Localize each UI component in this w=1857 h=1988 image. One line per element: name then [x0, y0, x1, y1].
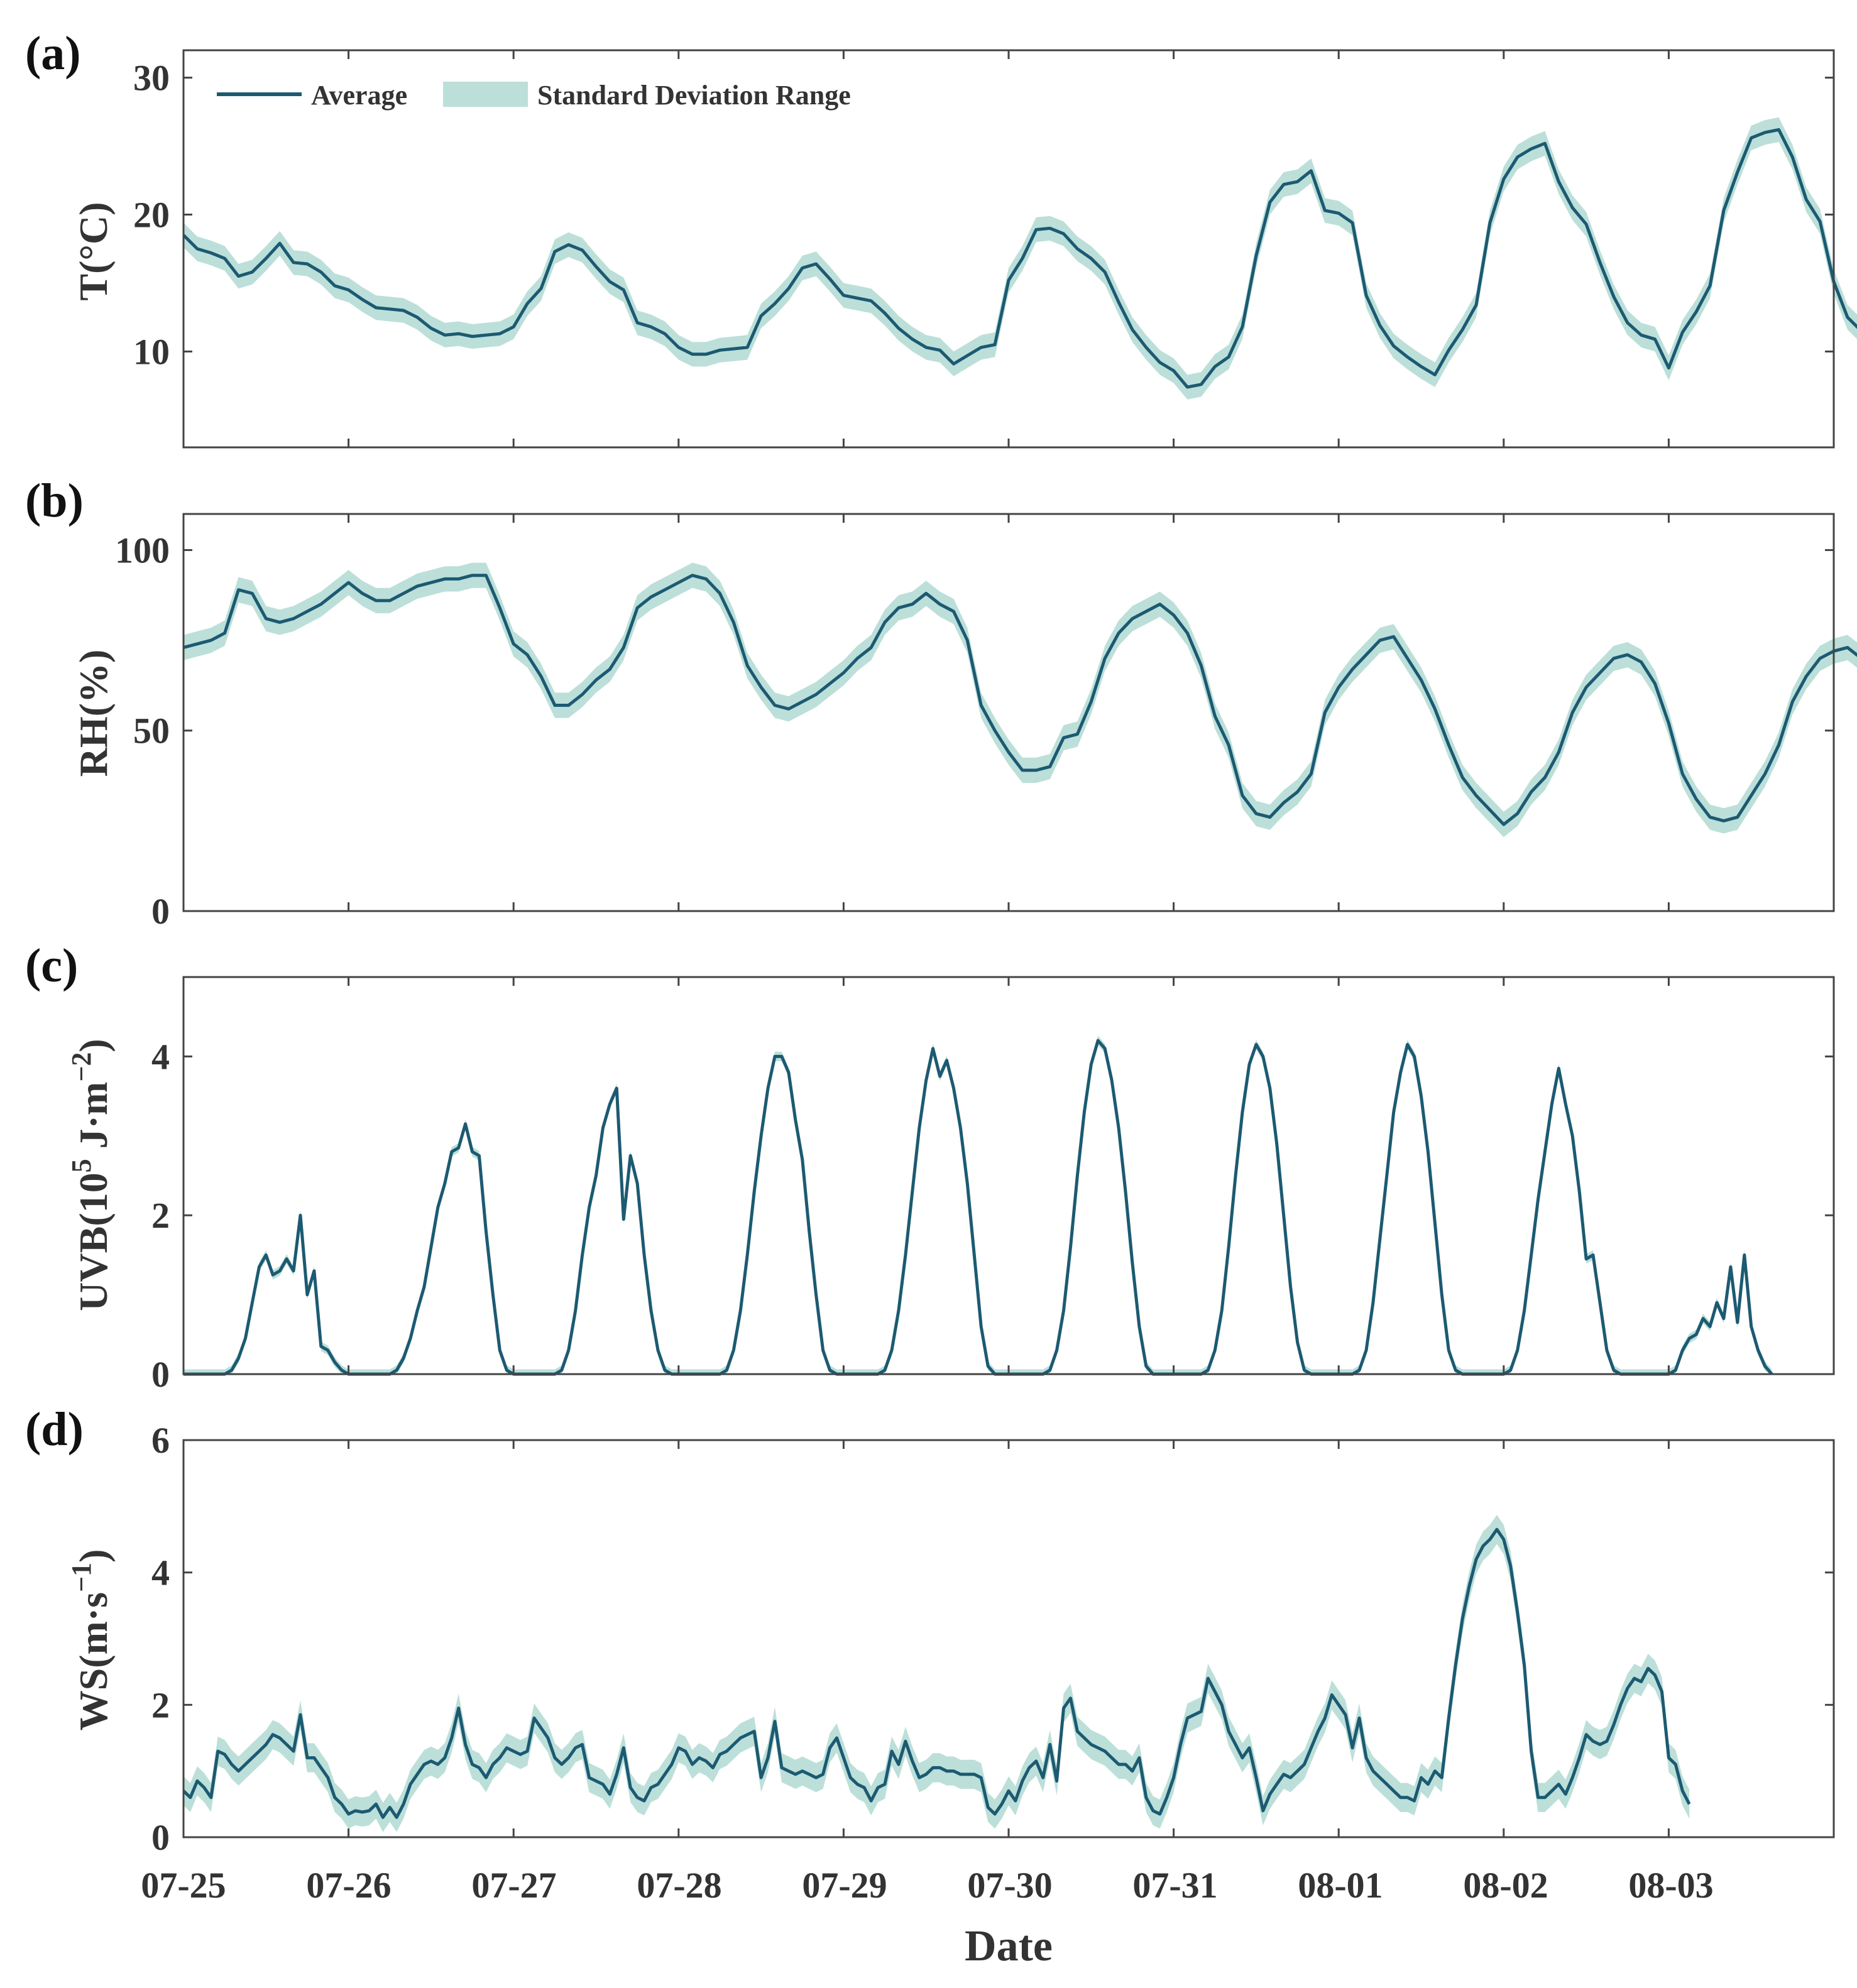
axes-frame — [182, 976, 1835, 1375]
x-tick-label: 08-01 — [1298, 1865, 1383, 1906]
panel-d: 0 2 4 6 — [151, 1420, 1835, 1858]
x-tick-label: 08-02 — [1463, 1865, 1548, 1906]
y-tick-label: 6 — [151, 1420, 170, 1461]
panel-label-b: (b) — [25, 474, 84, 527]
y-tick-label: 0 — [151, 1354, 170, 1395]
y-tick-label: 0 — [151, 1817, 170, 1858]
sd-band — [184, 117, 1857, 400]
legend: Average Standard Deviation Range — [217, 80, 851, 111]
sd-band — [184, 562, 1857, 838]
y-axis-label-temperature: T(°C) — [71, 202, 116, 300]
x-tick-label: 07-29 — [802, 1865, 887, 1906]
x-tick-label: 08-03 — [1628, 1865, 1713, 1906]
sd-band — [184, 1035, 1772, 1374]
average-series-line — [184, 1039, 1773, 1376]
legend-average-label: Average — [311, 80, 407, 111]
y-tick-label: 0 — [151, 891, 170, 932]
y-tick-label: 50 — [133, 711, 170, 751]
y-tick-label: 2 — [151, 1685, 170, 1725]
x-axis-label: Date — [965, 1922, 1053, 1970]
average-series-line — [183, 574, 1857, 826]
panel-label-c: (c) — [25, 939, 78, 992]
x-tick-label: 07-30 — [967, 1865, 1052, 1906]
y-tick-label: 4 — [151, 1036, 170, 1077]
x-tick-label: 07-31 — [1132, 1865, 1217, 1906]
panel-a: 10 20 30 — [133, 49, 1857, 449]
y-tick-label: 4 — [151, 1553, 170, 1593]
legend-sd-label: Standard Deviation Range — [537, 80, 851, 111]
panel-b: 0 50 100 — [115, 513, 1857, 932]
panel-c: 0 2 4 — [151, 976, 1835, 1395]
y-axis-label-uvb: UVB(105 J·m−2) — [66, 1039, 116, 1311]
axes-frame — [182, 49, 1835, 449]
legend-sd-swatch — [443, 82, 528, 107]
x-tick-label: 07-27 — [471, 1865, 556, 1906]
y-axis-label-rh: RH(%) — [71, 650, 116, 777]
y-tick-label: 20 — [133, 195, 170, 236]
sd-band — [184, 1515, 1690, 1832]
average-series-line — [182, 1527, 1691, 1819]
x-tick-label: 07-26 — [306, 1865, 391, 1906]
y-tick-label: 30 — [133, 58, 170, 99]
y-tick-label: 100 — [115, 530, 170, 571]
y-tick-label: 10 — [133, 331, 170, 372]
x-tick-label: 07-28 — [637, 1865, 721, 1906]
x-tick-labels: 07-25 07-26 07-27 07-28 07-29 07-30 07-3… — [141, 1865, 1713, 1906]
y-tick-label: 2 — [151, 1195, 170, 1236]
y-axis-label-ws: WS(m·s−1) — [66, 1549, 116, 1731]
panel-label-a: (a) — [25, 27, 81, 80]
average-series-line — [182, 128, 1857, 389]
panel-label-d: (d) — [25, 1403, 84, 1456]
x-tick-label: 07-25 — [141, 1865, 226, 1906]
